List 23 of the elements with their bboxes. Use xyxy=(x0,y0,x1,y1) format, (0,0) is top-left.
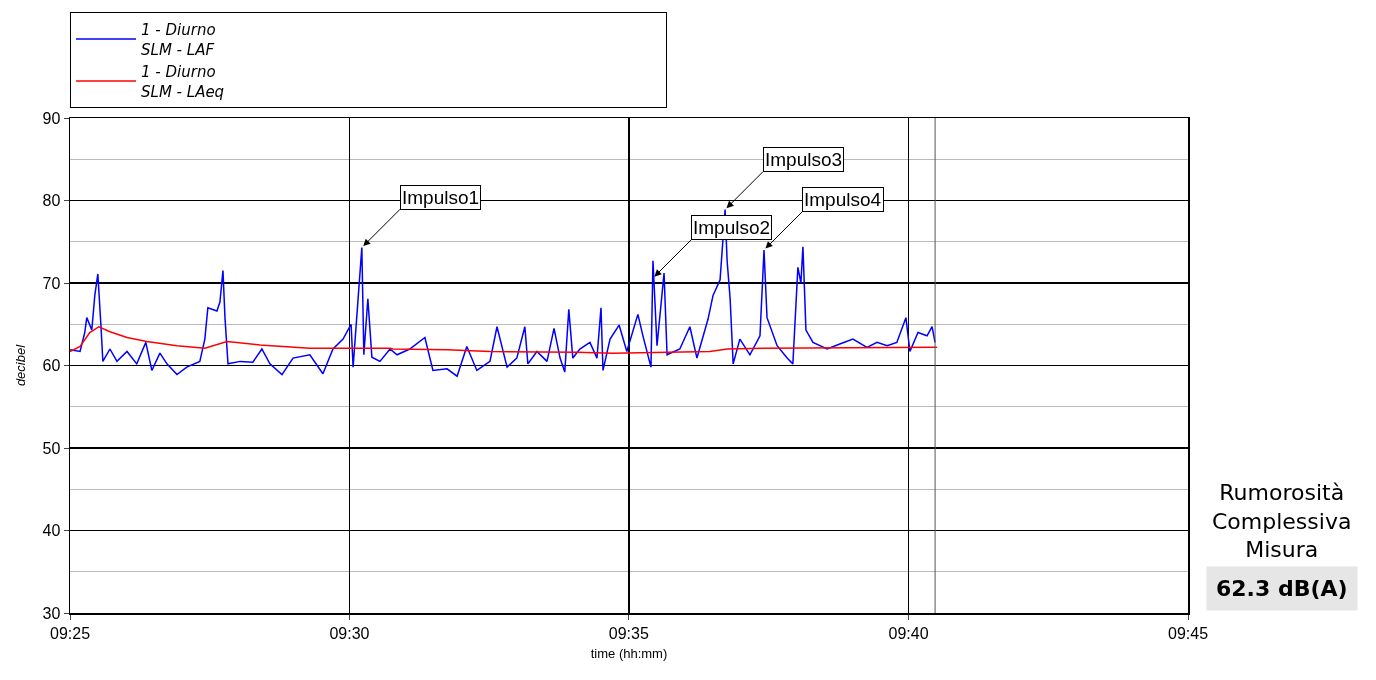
x-axis-title: time (hh:mm) xyxy=(590,646,668,662)
y-tick-label: 70 xyxy=(42,274,61,292)
y-tick-label: 60 xyxy=(42,357,61,375)
line-series xyxy=(70,325,938,354)
legend-label: 1 - Diurno SLM - LAeq xyxy=(141,63,225,101)
annotation: Impulso1 xyxy=(402,187,480,208)
text: 62.3 dB(A) xyxy=(1216,576,1348,601)
y-tick-label: 30 xyxy=(42,604,61,622)
annotation: Impulso4 xyxy=(804,189,882,210)
x-tick-label: 09:25 xyxy=(49,624,91,642)
annotation: Impulso2 xyxy=(693,217,771,238)
x-tick-label: 09:45 xyxy=(1167,624,1209,642)
y-tick-label: 90 xyxy=(42,109,61,127)
legend-label: 1 - Diurno SLM - LAF xyxy=(141,21,216,59)
y-tick-label: 80 xyxy=(42,192,61,210)
y-axis-title: decibel xyxy=(12,343,28,387)
y-tick-label: 40 xyxy=(42,522,61,540)
x-tick-label: 09:35 xyxy=(608,624,649,642)
annotation: Impulso3 xyxy=(765,149,843,170)
text: Rumorosità Complessiva Misura xyxy=(1212,480,1352,563)
x-tick-label: 09:40 xyxy=(888,624,929,642)
y-tick-label: 50 xyxy=(42,439,61,457)
x-tick-label: 09:30 xyxy=(329,624,370,642)
